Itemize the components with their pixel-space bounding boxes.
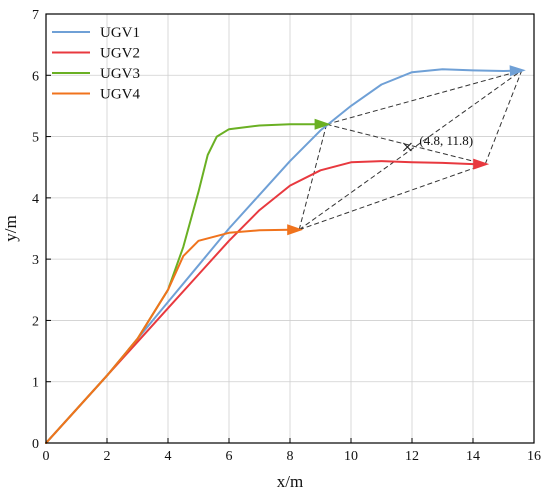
y-axis-label: y/m xyxy=(1,215,20,241)
formation-line xyxy=(326,123,486,165)
y-tick-label: 1 xyxy=(32,376,39,391)
formation-line xyxy=(298,163,486,231)
annotation-marker xyxy=(403,142,412,152)
series-arrowhead-ugv4 xyxy=(287,224,304,236)
legend-label-ugv1: UGV1 xyxy=(100,25,140,41)
y-tick-label: 3 xyxy=(32,253,39,268)
formation-line xyxy=(326,69,522,125)
y-tick-label: 0 xyxy=(32,437,39,452)
series-arrowhead-ugv3 xyxy=(314,118,331,130)
x-tick-label: 0 xyxy=(43,449,50,464)
series-line-ugv2 xyxy=(45,160,487,444)
y-tick-label: 7 xyxy=(32,8,39,23)
legend: UGV1 UGV2 UGV3 UGV4 xyxy=(52,25,140,103)
formation-line xyxy=(298,124,328,230)
legend-label-ugv2: UGV2 xyxy=(100,46,140,62)
y-tick-label: 6 xyxy=(32,69,39,84)
y-tick-label: 4 xyxy=(32,192,39,207)
x-tick-label: 2 xyxy=(104,449,111,464)
x-tick-label: 4 xyxy=(165,449,172,464)
x-tick-label: 10 xyxy=(344,449,358,464)
x-tick-label: 8 xyxy=(287,449,294,464)
series-arrowhead-ugv2 xyxy=(473,158,490,170)
annotations: (4.8, 11.8) xyxy=(403,133,473,152)
y-tick-label: 5 xyxy=(32,131,39,146)
x-tick-label: 6 xyxy=(226,449,233,464)
x-tick-label: 14 xyxy=(466,449,480,464)
formation-line xyxy=(484,70,523,165)
legend-label-ugv3: UGV3 xyxy=(100,66,140,82)
series-line-ugv4 xyxy=(45,228,301,444)
x-tick-label: 16 xyxy=(527,449,541,464)
x-tick-label: 12 xyxy=(405,449,419,464)
series-arrowhead-ugv1 xyxy=(509,65,526,77)
legend-label-ugv4: UGV4 xyxy=(100,87,140,103)
y-tick-label: 2 xyxy=(32,314,39,329)
annotation-label: (4.8, 11.8) xyxy=(419,133,473,148)
x-axis-label: x/m xyxy=(277,472,303,491)
series-lines xyxy=(45,65,526,444)
